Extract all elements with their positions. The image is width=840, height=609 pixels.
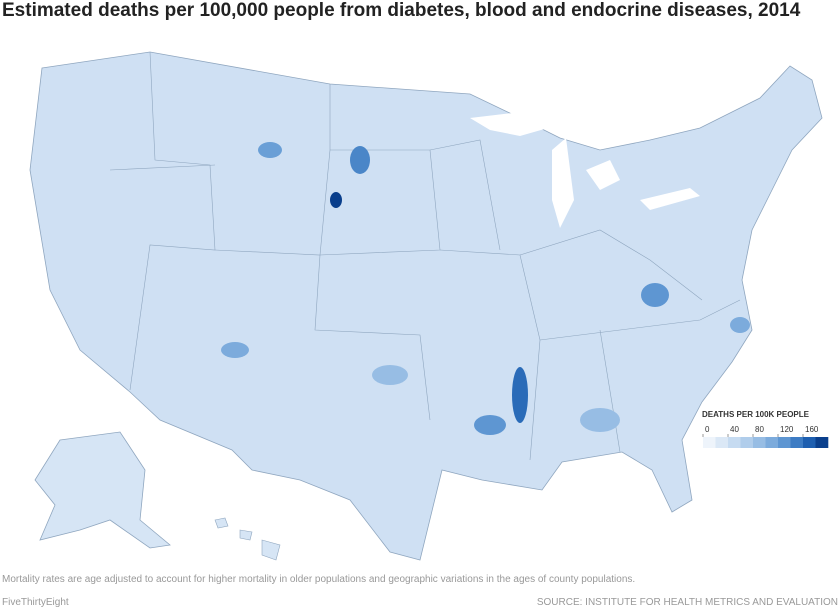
legend-tick-label: 160 (805, 425, 819, 434)
contiguous-us (29, 51, 823, 561)
hawaii (214, 517, 281, 561)
state-borders (109, 51, 741, 461)
legend-swatch (703, 437, 716, 448)
brand: FiveThirtyEight (2, 597, 69, 608)
footnote: Mortality rates are age adjusted to acco… (2, 574, 635, 585)
legend-tick-label: 40 (730, 425, 739, 434)
legend-tick-label: 120 (780, 425, 794, 434)
alaska (34, 431, 171, 549)
legend-swatch (753, 437, 766, 448)
legend-swatch (740, 437, 754, 448)
legend-swatch (803, 437, 816, 448)
legend-tick-label: 80 (755, 425, 764, 434)
legend-swatch (715, 437, 729, 448)
legend: DEATHS PER 100K PEOPLE 0 40 80 120 160 (702, 410, 829, 448)
legend-swatch (728, 437, 741, 448)
legend-title: DEATHS PER 100K PEOPLE (702, 410, 810, 419)
great-lakes (470, 112, 700, 228)
source: SOURCE: INSTITUTE FOR HEALTH METRICS AND… (537, 597, 838, 608)
legend-tick-label: 0 (705, 425, 710, 434)
title: Estimated deaths per 100,000 people from… (2, 0, 801, 21)
legend-swatch (765, 437, 779, 448)
legend-swatch (790, 437, 804, 448)
us-map (29, 51, 823, 561)
legend-swatch (778, 437, 791, 448)
legend-swatch (815, 437, 829, 448)
high-rate-areas (221, 142, 750, 435)
